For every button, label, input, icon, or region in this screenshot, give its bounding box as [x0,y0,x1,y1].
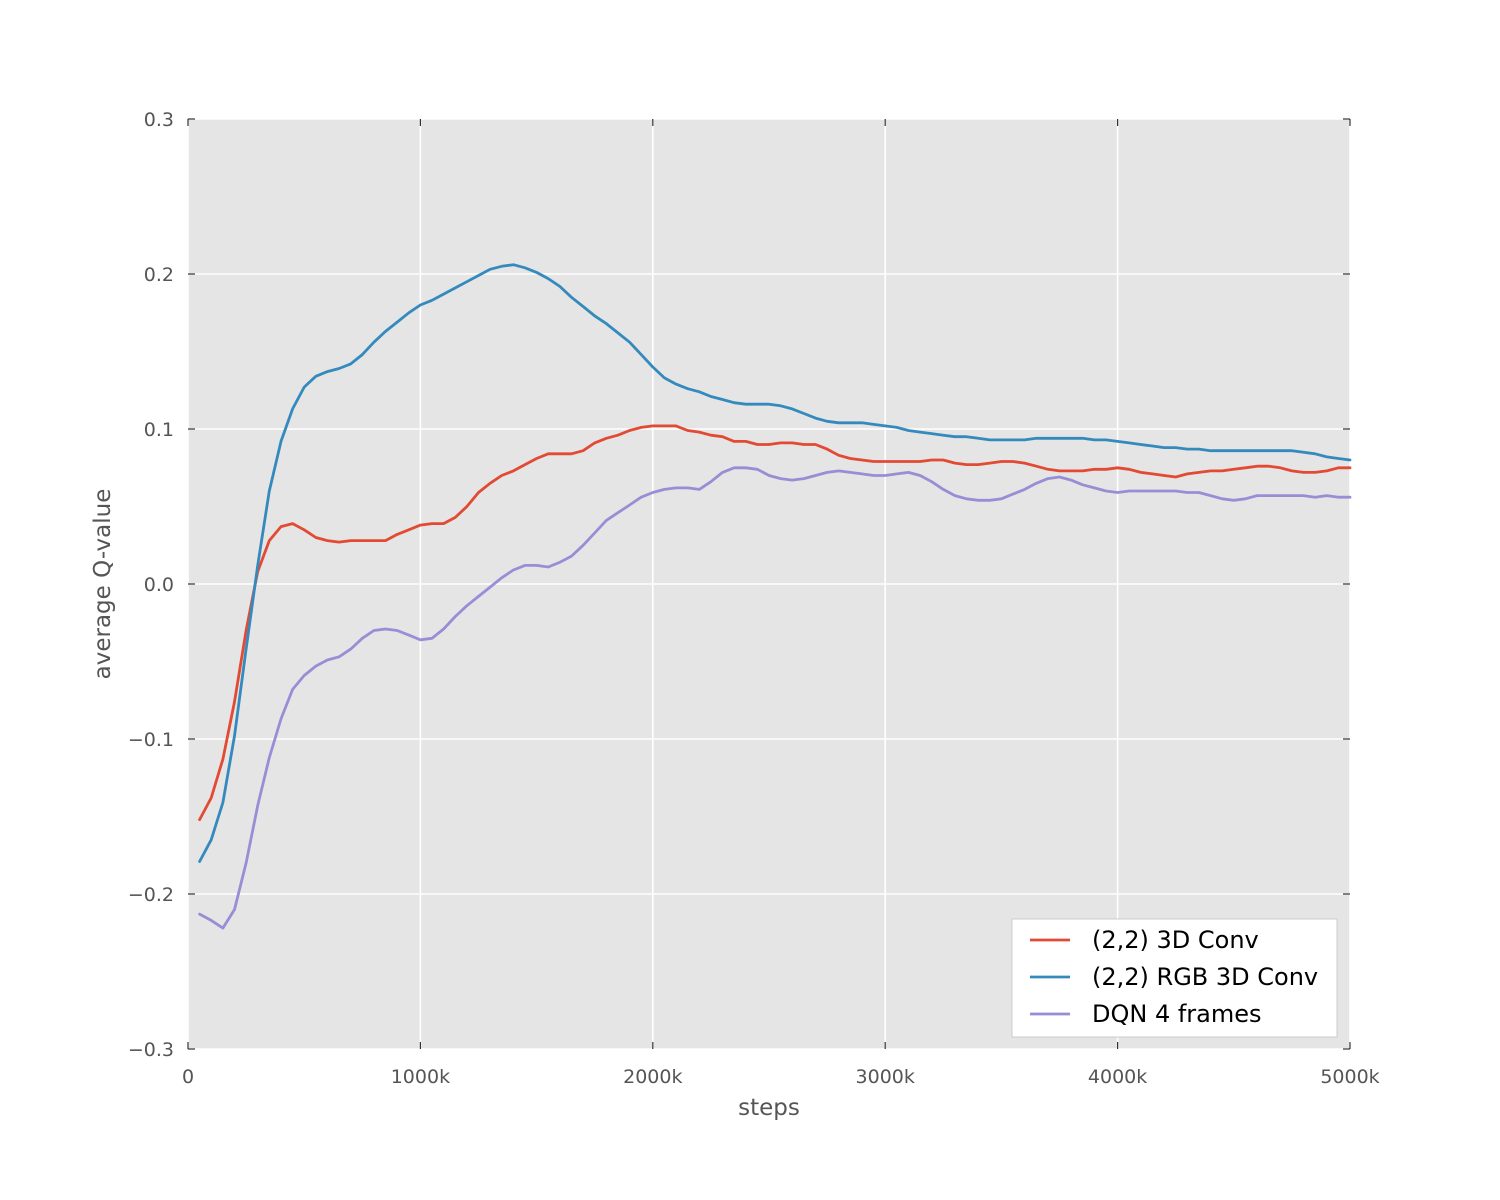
x-tick-label: 3000k [856,1066,915,1088]
y-tick-label: −0.1 [128,729,174,751]
y-tick-label: −0.2 [128,884,174,906]
series-lines [198,263,1352,930]
x-tick-label: 2000k [623,1066,682,1088]
axis-ticks [187,118,1351,1050]
grid-lines [187,118,1351,1050]
x-tick-label: 4000k [1088,1066,1147,1088]
x-axis-label: steps [738,1095,800,1121]
x-tick-label: 0 [182,1066,194,1088]
y-tick-label: 0.3 [144,109,174,131]
y-tick-label: 0.0 [144,574,174,596]
legend-label: DQN 4 frames [1092,1000,1262,1028]
y-tick-label: 0.1 [144,419,174,441]
y-axis-label: average Q-value [90,489,116,680]
x-tick-label: 1000k [391,1066,450,1088]
series-line-0 [198,424,1352,821]
y-tick-label: −0.3 [128,1039,174,1061]
series-line-1 [198,263,1352,863]
series-line-2 [198,466,1352,930]
legend: (2,2) 3D Conv (2,2) RGB 3D Conv DQN 4 fram… [1011,918,1338,1038]
x-tick-label: 5000k [1320,1066,1379,1088]
legend-label: (2,2) 3D Conv [1092,926,1259,954]
legend-label: (2,2) RGB 3D Conv [1092,963,1318,991]
tick-labels: 0 1000k 2000k 3000k 4000k 5000k −0.3 −0.2 −0.1 0.… [128,109,1380,1088]
y-tick-label: 0.2 [144,264,174,286]
